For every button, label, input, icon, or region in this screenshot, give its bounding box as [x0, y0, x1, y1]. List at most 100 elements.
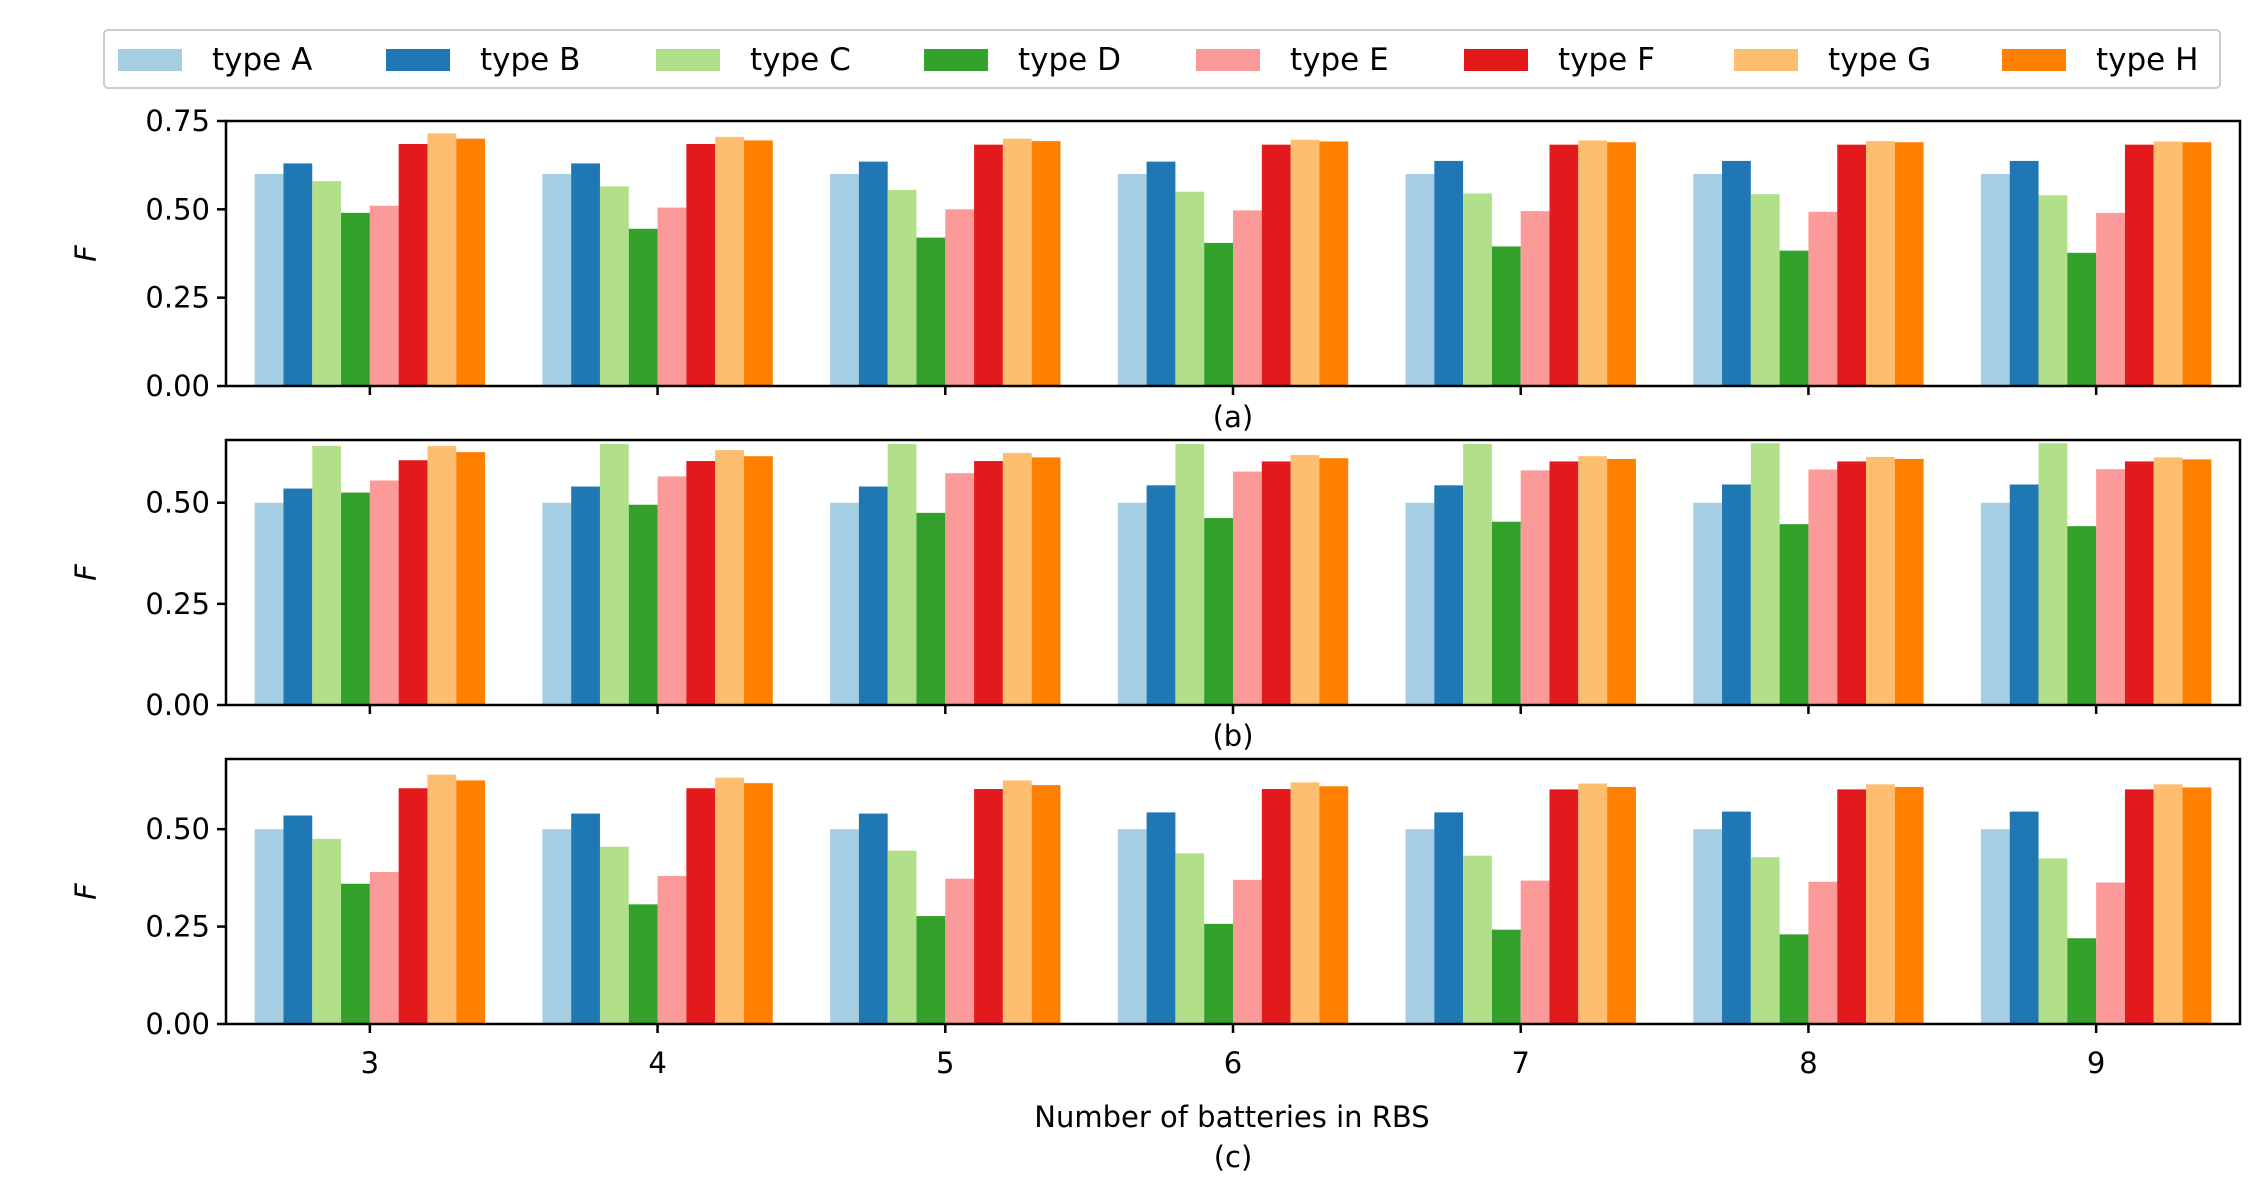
- bar-type-B-5: [858, 813, 888, 1024]
- bar-type-C-6: [1175, 444, 1205, 705]
- legend-entry: type H: [2096, 42, 2198, 78]
- bar-type-F-6: [1261, 144, 1291, 386]
- bar-type-A-3: [254, 829, 284, 1024]
- bar-type-E-3: [369, 480, 399, 705]
- bar-type-G-6: [1290, 139, 1320, 386]
- bar-type-B-4: [571, 813, 600, 1024]
- bar-type-G-5: [1002, 780, 1032, 1024]
- bar-type-G-3: [427, 446, 457, 705]
- bar-type-A-3: [254, 502, 284, 705]
- bar-type-H-5: [1031, 141, 1061, 386]
- bar-type-E-9: [2096, 212, 2125, 386]
- bar-type-A-3: [254, 174, 284, 386]
- bar-type-B-9: [2009, 160, 2039, 386]
- bar-type-D-4: [628, 904, 658, 1024]
- chart-panels: 0.000.250.500.75F(a)0.000.250.50F(b)0.00…: [69, 104, 2242, 1174]
- panel-a: 0.00 0.25 0.50 0.75 F (a): [69, 104, 2242, 434]
- bar-type-G-9: [2153, 141, 2183, 386]
- bar-type-H-5: [1031, 785, 1061, 1024]
- bar-type-C-6: [1175, 191, 1205, 386]
- bar-type-E-6: [1233, 471, 1262, 705]
- bar-type-B-6: [1146, 485, 1176, 705]
- bar-type-A-5: [830, 502, 859, 705]
- bar-type-C-3: [312, 446, 342, 705]
- bar-type-B-3: [283, 163, 313, 386]
- legend-swatch: [656, 49, 720, 71]
- x-tick-label: 9: [2087, 1046, 2105, 1080]
- bar-type-C-8: [1750, 857, 1780, 1024]
- bar-type-B-3: [283, 488, 313, 705]
- bar-type-H-6: [1319, 141, 1349, 386]
- legend-entry: type E: [1290, 42, 1389, 78]
- bar-type-A-7: [1405, 174, 1435, 386]
- bar-type-E-6: [1233, 879, 1262, 1024]
- bar-type-C-8: [1750, 443, 1780, 705]
- bar-type-F-7: [1549, 461, 1579, 705]
- bar-type-H-8: [1894, 142, 1924, 386]
- y-tick-label: 0.00: [145, 369, 210, 403]
- bar-type-F-4: [686, 461, 716, 705]
- panel-b: 0.00 0.25 0.50 F (b): [69, 438, 2242, 753]
- legend-swatch: [1734, 49, 1798, 71]
- bar-type-H-7: [1607, 142, 1636, 386]
- bar-type-C-7: [1463, 855, 1492, 1024]
- bar-type-D-5: [916, 237, 946, 386]
- bar-type-G-4: [715, 136, 744, 386]
- bar-type-E-4: [657, 875, 687, 1024]
- bar-type-C-9: [2038, 443, 2068, 705]
- legend-swatch: [118, 49, 182, 71]
- bar-type-E-7: [1520, 211, 1550, 386]
- bar-type-D-6: [1204, 923, 1233, 1024]
- bar-type-D-7: [1491, 246, 1521, 386]
- bar-type-A-7: [1405, 502, 1435, 705]
- bar-type-C-3: [312, 838, 342, 1024]
- bar-type-G-3: [427, 774, 457, 1024]
- bar-type-E-8: [1808, 211, 1838, 386]
- bar-type-F-6: [1261, 461, 1291, 705]
- bar-type-F-9: [2124, 789, 2154, 1024]
- bar-type-A-4: [542, 174, 572, 386]
- bar-type-H-8: [1894, 787, 1924, 1024]
- bar-type-H-9: [2182, 459, 2212, 705]
- bar-type-E-5: [945, 878, 975, 1024]
- y-axis-label: F: [69, 882, 103, 900]
- legend-swatch: [2002, 49, 2066, 71]
- panel-caption: (b): [1212, 719, 1253, 753]
- bar-type-G-6: [1290, 454, 1320, 705]
- bar-type-G-6: [1290, 782, 1320, 1024]
- bar-type-C-3: [312, 181, 342, 386]
- bar-type-F-9: [2124, 461, 2154, 705]
- bar-type-B-5: [858, 486, 888, 705]
- bar-type-C-4: [599, 444, 629, 705]
- legend-swatch: [924, 49, 988, 71]
- x-tick-label: 6: [1224, 1046, 1242, 1080]
- bar-type-E-6: [1233, 210, 1262, 386]
- x-tick-label: 5: [936, 1046, 954, 1080]
- bar-type-A-8: [1693, 502, 1723, 705]
- bar-type-H-9: [2182, 142, 2212, 386]
- bar-type-F-3: [398, 460, 428, 705]
- bar-type-F-5: [974, 144, 1003, 386]
- bar-type-G-9: [2153, 457, 2183, 705]
- bar-type-A-6: [1117, 502, 1147, 705]
- bar-type-G-7: [1578, 783, 1608, 1024]
- bar-type-D-6: [1204, 242, 1233, 386]
- bar-type-D-3: [341, 492, 370, 705]
- bar-type-E-4: [657, 476, 687, 705]
- bar-type-H-4: [743, 456, 773, 705]
- bar-type-C-8: [1750, 194, 1780, 386]
- bar-type-A-7: [1405, 829, 1435, 1024]
- bar-type-E-5: [945, 473, 975, 705]
- y-tick-label: 0.00: [145, 688, 210, 722]
- bar-type-G-4: [715, 450, 744, 705]
- bar-type-B-8: [1722, 811, 1751, 1024]
- bar-type-F-5: [974, 789, 1003, 1024]
- bar-type-E-5: [945, 209, 975, 386]
- bar-type-D-8: [1779, 250, 1809, 386]
- bar-type-H-6: [1319, 786, 1349, 1024]
- bar-type-A-8: [1693, 829, 1723, 1024]
- bar-type-F-7: [1549, 789, 1579, 1024]
- bar-type-A-9: [1980, 502, 2010, 705]
- bar-type-A-6: [1117, 174, 1147, 386]
